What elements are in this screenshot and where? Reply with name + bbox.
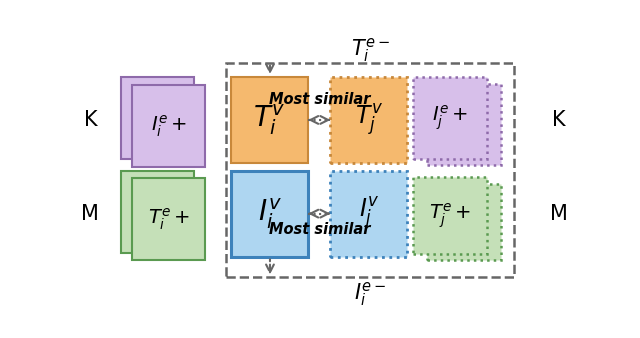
Text: $\mathit{I}_j^e+$: $\mathit{I}_j^e+$ [432, 104, 468, 132]
FancyBboxPatch shape [428, 184, 500, 261]
FancyBboxPatch shape [428, 83, 500, 166]
FancyBboxPatch shape [413, 77, 487, 159]
Text: $\mathit{T}_j^v$: $\mathit{T}_j^v$ [355, 102, 383, 138]
Text: M: M [81, 203, 99, 224]
Text: $\mathit{T}_i^e+$: $\mathit{T}_i^e+$ [148, 207, 190, 232]
FancyBboxPatch shape [330, 171, 408, 257]
FancyBboxPatch shape [121, 171, 194, 253]
Text: $\mathit{T}_i^v$: $\mathit{T}_i^v$ [253, 103, 286, 137]
Text: M: M [550, 203, 568, 224]
Text: Most similar: Most similar [269, 92, 371, 106]
FancyBboxPatch shape [413, 177, 487, 254]
Text: K: K [552, 110, 566, 130]
Text: K: K [84, 110, 97, 130]
Text: $T_i^{e-}$: $T_i^{e-}$ [351, 36, 390, 64]
Text: Most similar: Most similar [269, 222, 371, 237]
FancyBboxPatch shape [231, 171, 308, 257]
FancyBboxPatch shape [121, 77, 194, 159]
Text: $\mathit{T}_j^e+$: $\mathit{T}_j^e+$ [429, 201, 471, 230]
Text: $\mathit{I}_i^e+$: $\mathit{I}_i^e+$ [150, 113, 187, 139]
FancyBboxPatch shape [231, 77, 308, 163]
Text: $\mathit{I}_j^v$: $\mathit{I}_j^v$ [358, 196, 380, 232]
Text: $I_i^{e-}$: $I_i^{e-}$ [354, 280, 387, 308]
Text: $\mathit{I}_i^v$: $\mathit{I}_i^v$ [258, 196, 282, 231]
FancyBboxPatch shape [330, 77, 408, 163]
FancyBboxPatch shape [132, 178, 205, 261]
FancyBboxPatch shape [132, 85, 205, 167]
